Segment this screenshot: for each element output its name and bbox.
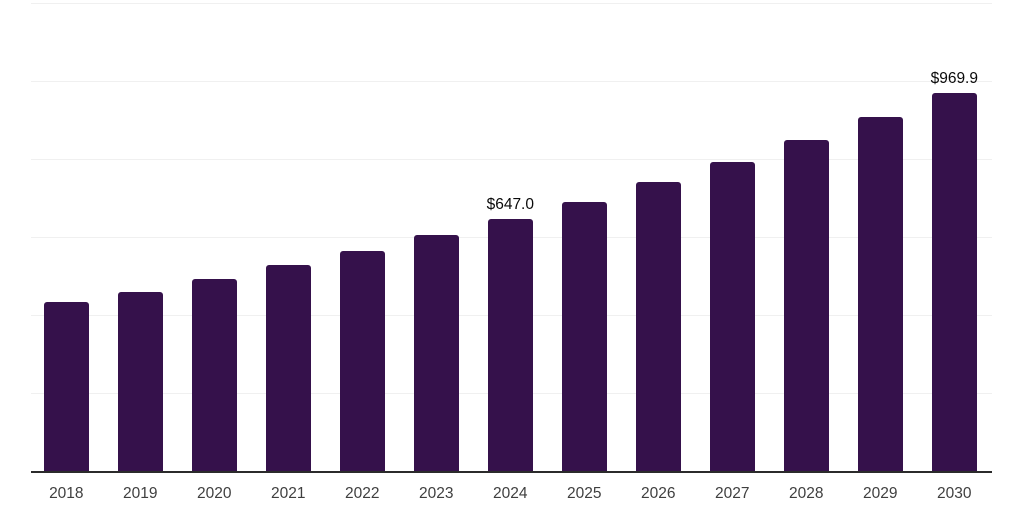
bar-2024[interactable] [487,218,533,471]
gridline [31,3,992,4]
x-tick-label-2029: 2029 [863,485,898,502]
bar-2025[interactable] [561,201,607,471]
x-tick-label-2019: 2019 [123,485,158,502]
gridline [31,159,992,160]
x-tick-label-2021: 2021 [271,485,306,502]
x-tick-label-2020: 2020 [197,485,232,502]
bar-2027[interactable] [709,161,755,471]
x-tick-label-2024: 2024 [493,485,528,502]
plot-area: $647.0 $969.9 [31,3,992,473]
x-tick-label-2023: 2023 [419,485,454,502]
gridline [31,81,992,82]
x-tick-label-2022: 2022 [345,485,380,502]
bar-2030[interactable] [931,92,977,471]
bar-2020[interactable] [191,278,237,471]
x-tick-label-2025: 2025 [567,485,602,502]
x-axis-labels: 2018 2019 2020 2021 2022 2023 2024 2025 2026 2027… [31,484,992,506]
bar-2023[interactable] [413,235,459,471]
bar-2022[interactable] [339,250,385,471]
x-tick-label-2030: 2030 [937,485,972,502]
bar-2028[interactable] [783,140,829,471]
bar-2026[interactable] [635,182,681,471]
x-tick-label-2028: 2028 [789,485,824,502]
bar-2018[interactable] [43,302,89,471]
x-tick-label-2018: 2018 [49,485,84,502]
x-tick-label-2026: 2026 [641,485,676,502]
x-tick-label-2027: 2027 [715,485,750,502]
x-axis-line [31,471,992,473]
bar-2021[interactable] [265,265,311,471]
bar-2029[interactable] [857,117,903,471]
bar-value-label-2024: $647.0 [486,195,534,213]
bar-value-label-2030: $969.9 [930,69,978,87]
bar-2019[interactable] [117,291,163,471]
